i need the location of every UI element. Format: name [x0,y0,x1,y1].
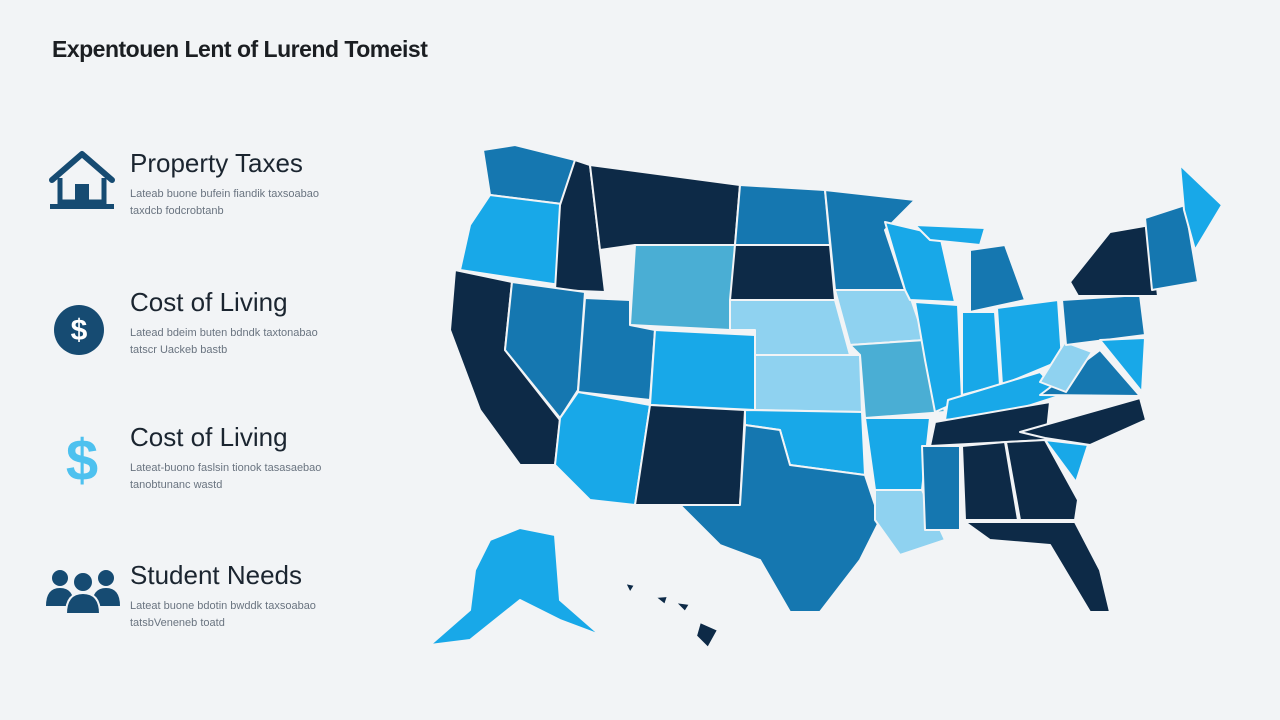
state [921,445,961,531]
state [914,224,986,246]
state [649,329,756,411]
state [824,189,916,291]
state [729,244,836,301]
house-icon [49,151,115,209]
states [429,144,1223,649]
state [674,601,691,613]
desc-line: tatscr Uackeb bastb [130,344,228,356]
page-title: Expentouen Lent of Lurend Tomeist [52,36,428,62]
state [1099,337,1146,393]
state [1039,341,1093,393]
state [849,339,946,419]
legend-item: Property Taxes Lateab buone bufein fiand… [46,148,376,228]
state [864,417,931,491]
legend-item: $ Cost of Living Lateat-buono faslsin ti… [46,422,376,502]
item-description: Lateab buone bufein fiandik taxsoabao tax… [130,186,319,220]
state [754,354,863,413]
item-description: Latead bdeim buten bdndk taxtonabao tatsc… [130,325,318,359]
svg-text:$: $ [71,314,88,347]
desc-line: tatsbVeneneb toatd [130,617,225,629]
state [964,521,1111,613]
item-description: Lateat buone bdotin bwddk taxsoabao tatsb… [130,598,316,632]
dollar-circle-icon: $ [54,305,104,355]
dollar-icon: $ [66,428,98,492]
state [961,311,1001,396]
desc-line: Lateat buone bdotin bwddk taxsoabao [130,600,316,612]
state [624,582,636,594]
state [1179,164,1223,251]
svg-text:$: $ [66,428,98,492]
state [961,441,1019,521]
desc-line: tanobtunanc wastd [130,479,223,491]
state [695,621,719,649]
legend-item: $ Cost of Living Latead bdeim buten bdnd… [46,287,376,367]
state [734,184,831,246]
desc-line: Lateab buone bufein fiandik taxsoabao [130,188,319,200]
item-heading: Student Needs [130,560,303,590]
state [459,194,571,286]
people-icon [46,570,120,615]
state [1144,204,1199,291]
state [589,164,741,251]
state [1019,397,1147,446]
state [634,404,746,506]
desc-line: Lateat-buono faslsin tionok tasasaebao [130,462,322,474]
state [1061,294,1146,346]
item-description: Lateat-buono faslsin tionok tasasaebao ta… [130,460,321,494]
state [969,244,1026,313]
state [429,527,601,646]
state [654,595,669,606]
desc-line: taxdcb fodcrobtanb [130,205,224,217]
item-heading: Property Taxes [130,148,303,178]
item-heading: Cost of Living [130,422,288,452]
legend-item: Student Needs Lateat buone bdotin bwddk … [46,560,376,640]
desc-line: Latead bdeim buten bdndk taxtonabao [130,327,318,339]
state [1005,439,1079,521]
item-heading: Cost of Living [130,287,288,317]
state [1069,224,1159,297]
state [554,391,651,506]
state [629,244,736,331]
us-map [429,144,1223,649]
state [1044,439,1089,483]
